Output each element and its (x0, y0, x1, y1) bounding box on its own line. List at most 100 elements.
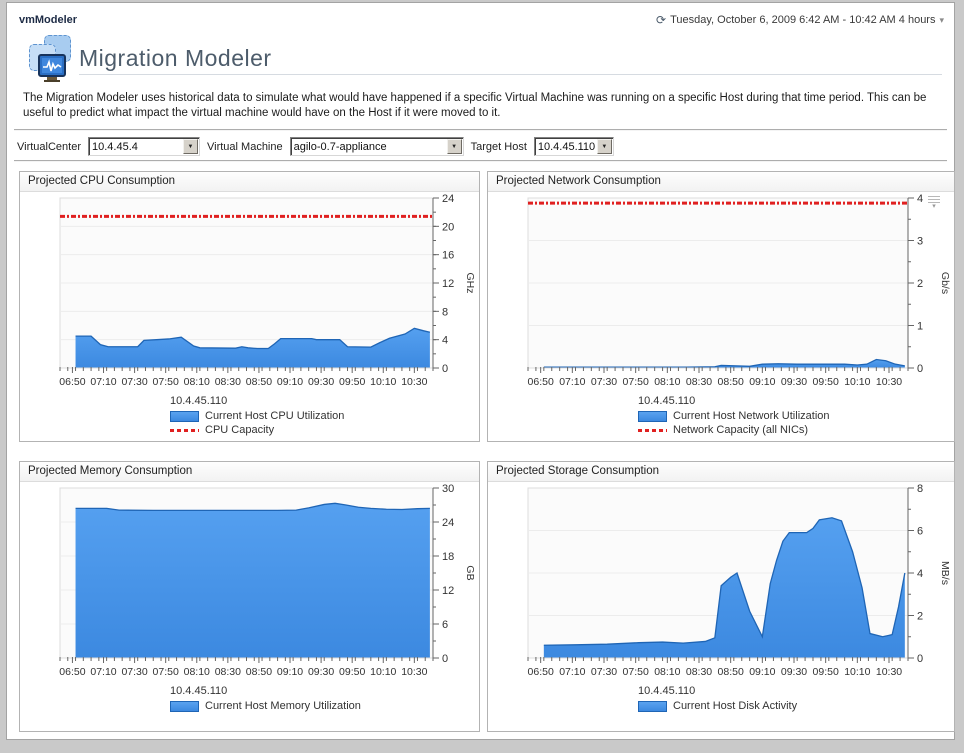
legend-item: Current Host Network Utilization (638, 409, 954, 423)
svg-text:08:30: 08:30 (686, 376, 712, 388)
legend-item: CPU Capacity (170, 423, 479, 437)
divider (14, 160, 947, 162)
svg-text:24: 24 (442, 517, 454, 529)
svg-text:09:10: 09:10 (749, 666, 775, 678)
header-bar: vmModeler ⟳ Tuesday, October 6, 2009 6:4… (19, 11, 944, 29)
svg-text:4: 4 (442, 335, 448, 347)
virtualcenter-select[interactable]: 10.4.45.4 ▼ (88, 137, 200, 156)
svg-text:07:50: 07:50 (623, 376, 649, 388)
svg-text:09:30: 09:30 (308, 666, 334, 678)
capacity-label: CPU Capacity (205, 424, 275, 436)
chevron-down-icon[interactable]: ▾ (939, 14, 944, 25)
memory-chart: 0 6 12 18 24 30 GB 06:50 07:10 07:30 07:50 08:10 08:… (59, 483, 476, 678)
svg-text:16: 16 (442, 250, 454, 262)
divider (14, 129, 947, 131)
svg-text:08:10: 08:10 (184, 376, 210, 388)
svg-text:07:30: 07:30 (591, 666, 617, 678)
chart-panel-network: Projected Network Consumption ▾ 0 1 2 3 4 Gb/… (487, 171, 955, 442)
svg-text:0: 0 (917, 363, 923, 375)
panel-title: Projected Storage Consumption (488, 462, 954, 482)
svg-text:08:30: 08:30 (686, 666, 712, 678)
panel-title: Projected CPU Consumption (20, 172, 479, 192)
app-window: vmModeler ⟳ Tuesday, October 6, 2009 6:4… (6, 2, 955, 740)
cpu-legend: 10.4.45.110 Current Host CPU Utilization C… (170, 395, 479, 437)
svg-text:8: 8 (442, 306, 448, 318)
capacity-swatch (170, 428, 199, 432)
svg-text:30: 30 (442, 483, 454, 495)
svg-text:09:50: 09:50 (339, 666, 365, 678)
svg-text:07:10: 07:10 (90, 666, 116, 678)
svg-text:07:50: 07:50 (623, 666, 649, 678)
svg-text:07:30: 07:30 (121, 376, 147, 388)
svg-text:06:50: 06:50 (59, 666, 85, 678)
svg-text:4: 4 (917, 568, 923, 580)
svg-text:08:10: 08:10 (654, 666, 680, 678)
svg-text:24: 24 (442, 193, 454, 205)
series-label: Current Host Memory Utilization (205, 700, 361, 712)
svg-text:06:50: 06:50 (528, 666, 554, 678)
svg-text:10:30: 10:30 (401, 666, 427, 678)
svg-text:10:30: 10:30 (876, 666, 902, 678)
chart-panel-memory: Projected Memory Consumption 0 6 12 18 24 30 G… (19, 461, 480, 732)
svg-text:12: 12 (442, 585, 454, 597)
legend-item: Current Host Memory Utilization (170, 699, 479, 713)
svg-text:6: 6 (442, 619, 448, 631)
memory-legend: 10.4.45.110 Current Host Memory Utilizati… (170, 685, 479, 713)
legend-host-label: 10.4.45.110 (170, 685, 228, 697)
series-label: Current Host Network Utilization (673, 410, 830, 422)
svg-text:09:30: 09:30 (781, 666, 807, 678)
svg-text:06:50: 06:50 (59, 376, 85, 388)
svg-text:08:50: 08:50 (246, 666, 272, 678)
svg-text:GB: GB (464, 565, 476, 580)
time-range-selector[interactable]: ⟳ Tuesday, October 6, 2009 6:42 AM - 10:… (656, 14, 944, 26)
svg-text:10:10: 10:10 (844, 376, 870, 388)
legend-item: Network Capacity (all NICs) (638, 423, 954, 437)
filter-toolbar: VirtualCenter 10.4.45.4 ▼ Virtual Machin… (17, 136, 614, 157)
dropdown-arrow-icon[interactable]: ▼ (446, 139, 462, 154)
svg-text:2: 2 (917, 611, 923, 623)
series-swatch (638, 700, 667, 712)
svg-text:1: 1 (917, 321, 923, 333)
svg-text:08:30: 08:30 (215, 376, 241, 388)
svg-text:10:10: 10:10 (370, 376, 396, 388)
svg-text:09:10: 09:10 (277, 666, 303, 678)
clock-icon: ⟳ (656, 13, 667, 27)
svg-text:07:50: 07:50 (153, 376, 179, 388)
legend-item: Current Host CPU Utilization (170, 409, 479, 423)
svg-text:09:30: 09:30 (781, 376, 807, 388)
svg-text:MB/s: MB/s (939, 561, 951, 585)
panel-title: Projected Network Consumption (488, 172, 954, 192)
chart-menu-icon[interactable]: ▾ (927, 196, 941, 210)
svg-text:09:10: 09:10 (277, 376, 303, 388)
series-swatch (170, 410, 199, 422)
dropdown-arrow-icon[interactable]: ▼ (596, 139, 612, 154)
svg-text:07:10: 07:10 (90, 376, 116, 388)
svg-text:08:50: 08:50 (246, 376, 272, 388)
series-swatch (170, 700, 199, 712)
dropdown-arrow-icon[interactable]: ▼ (183, 139, 198, 154)
svg-text:07:10: 07:10 (559, 666, 585, 678)
monitor-pulse-icon (38, 54, 66, 82)
cpu-chart: 0 4 8 12 16 20 24 GHz 06:50 07:10 07:30 07:50 08:10 0… (59, 193, 476, 388)
target-host-select[interactable]: 10.4.45.110 ▼ (533, 137, 614, 156)
virtual-machine-select[interactable]: agilo-0.7-appliance ▼ (289, 137, 464, 156)
legend-host-label: 10.4.45.110 (638, 395, 696, 407)
svg-text:0: 0 (442, 363, 448, 375)
svg-text:09:50: 09:50 (813, 666, 839, 678)
migration-modeler-icon (29, 35, 81, 87)
svg-text:10:30: 10:30 (401, 376, 427, 388)
target-host-label: Target Host (470, 140, 527, 153)
page-title: Migration Modeler (79, 45, 272, 71)
svg-text:6: 6 (917, 526, 923, 538)
svg-text:0: 0 (917, 653, 923, 665)
chart-panel-storage: Projected Storage Consumption 0 2 4 6 8 MB/s 0… (487, 461, 955, 732)
svg-text:09:50: 09:50 (813, 376, 839, 388)
storage-chart: 0 2 4 6 8 MB/s 06:50 07:10 07:30 07:50 08:10 08:30 0… (527, 483, 951, 678)
menu-lines-icon (928, 196, 940, 204)
svg-text:09:50: 09:50 (339, 376, 365, 388)
legend-item: Current Host Disk Activity (638, 699, 954, 713)
svg-text:08:10: 08:10 (184, 666, 210, 678)
svg-text:08:30: 08:30 (215, 666, 241, 678)
svg-text:06:50: 06:50 (528, 376, 554, 388)
svg-text:Gb/s: Gb/s (939, 272, 951, 294)
